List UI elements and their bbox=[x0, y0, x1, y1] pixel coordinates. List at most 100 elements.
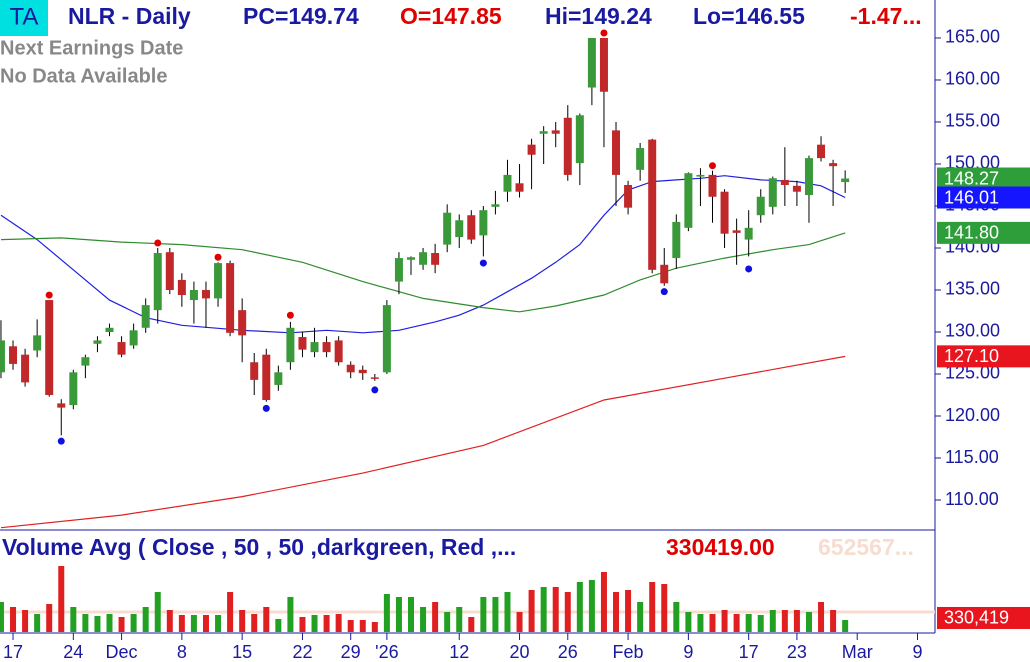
candle-body bbox=[768, 178, 777, 207]
x-tick-label: 9 bbox=[683, 642, 693, 662]
volume-bar bbox=[22, 609, 29, 632]
candle-body bbox=[274, 372, 283, 385]
candle-body bbox=[660, 264, 669, 284]
volume-bar bbox=[818, 601, 825, 632]
volume-bar bbox=[769, 609, 776, 632]
y-tick-label: 125.00 bbox=[945, 363, 1000, 383]
candle-body bbox=[780, 179, 789, 185]
volume-bar bbox=[420, 606, 427, 632]
candle-body bbox=[575, 115, 584, 164]
value-box-label: 146.01 bbox=[944, 187, 999, 207]
signal-dot bbox=[708, 162, 716, 170]
candle-body bbox=[238, 310, 247, 336]
y-tick-label: 130.00 bbox=[945, 321, 1000, 341]
volume-bar bbox=[227, 591, 234, 632]
volume-bar bbox=[383, 593, 390, 632]
header-change: -1.47... bbox=[850, 3, 922, 29]
volume-bar bbox=[709, 613, 716, 632]
candle-body bbox=[431, 253, 440, 265]
volume-bar bbox=[46, 603, 53, 632]
volume-bar bbox=[781, 609, 788, 632]
volume-bar bbox=[456, 606, 463, 632]
header-high: Hi=149.24 bbox=[545, 3, 652, 29]
volume-bar bbox=[215, 614, 222, 632]
candle-body bbox=[792, 185, 801, 192]
volume-bar bbox=[528, 589, 535, 632]
candle-body bbox=[612, 130, 621, 175]
x-tick-label: 26 bbox=[558, 642, 578, 662]
volume-bar bbox=[480, 596, 487, 632]
signal-dot bbox=[600, 29, 608, 37]
signal-dot bbox=[660, 288, 668, 296]
candle-body bbox=[841, 178, 850, 183]
volume-avg-text: 330419.00 bbox=[666, 534, 775, 560]
volume-bar bbox=[251, 613, 258, 632]
volume-bar bbox=[733, 613, 740, 632]
volume-bar bbox=[805, 611, 812, 632]
volume-bar bbox=[721, 609, 728, 632]
candle-body bbox=[491, 204, 500, 207]
volume-bar bbox=[552, 586, 559, 632]
volume-bar bbox=[0, 601, 4, 632]
candle-body bbox=[298, 337, 307, 350]
candle-body bbox=[720, 191, 729, 234]
volume-bar bbox=[239, 609, 246, 632]
volume-bar bbox=[371, 621, 378, 632]
signal-dot bbox=[154, 239, 162, 247]
candle-body bbox=[587, 37, 596, 88]
candle-body bbox=[756, 196, 765, 216]
candle-body bbox=[624, 184, 633, 208]
candle-body bbox=[322, 342, 331, 353]
badge-box bbox=[0, 0, 48, 36]
volume-bar bbox=[649, 581, 656, 632]
candle-body bbox=[153, 253, 162, 311]
x-tick-label: 15 bbox=[232, 642, 252, 662]
volume-bar bbox=[564, 591, 571, 632]
value-box bbox=[937, 606, 1030, 629]
volume-bar bbox=[793, 609, 800, 632]
x-tick-label: Mar bbox=[842, 642, 873, 662]
volume-bar bbox=[661, 583, 668, 632]
header-low: Lo=146.55 bbox=[693, 3, 805, 29]
volume-bar bbox=[118, 616, 125, 632]
candle-body bbox=[165, 252, 174, 290]
header-open: O=147.85 bbox=[400, 3, 502, 29]
y-tick-label: 135.00 bbox=[945, 279, 1000, 299]
candle-body bbox=[226, 263, 235, 333]
value-box-label: 330,419 bbox=[944, 608, 1009, 628]
volume-bar bbox=[395, 596, 402, 632]
chart-title: NLR - Daily bbox=[68, 3, 191, 29]
x-tick-label: 17 bbox=[739, 642, 759, 662]
x-tick-label: 17 bbox=[3, 642, 23, 662]
candle-body bbox=[443, 212, 452, 245]
candle-body bbox=[141, 305, 150, 328]
candle-body bbox=[33, 335, 42, 351]
volume-bar bbox=[335, 613, 342, 632]
candle-body bbox=[527, 144, 536, 155]
signal-dot bbox=[45, 291, 53, 299]
candle-body bbox=[93, 340, 102, 344]
y-tick-label: 155.00 bbox=[945, 111, 1000, 131]
volume-bar bbox=[432, 601, 439, 632]
volume-bar bbox=[588, 579, 595, 632]
y-tick-label: 165.00 bbox=[945, 27, 1000, 47]
x-tick-label: 8 bbox=[177, 642, 187, 662]
moving-average bbox=[0, 232, 846, 313]
candle-body bbox=[21, 354, 30, 383]
signal-dot bbox=[745, 265, 753, 273]
volume-bar bbox=[842, 619, 849, 632]
volume-bar bbox=[492, 596, 499, 632]
candle-body bbox=[346, 364, 355, 373]
candle-body bbox=[0, 340, 5, 373]
volume-faded-text: 652567... bbox=[818, 534, 914, 560]
x-tick-label: 24 bbox=[63, 642, 83, 662]
x-tick-label: 22 bbox=[292, 642, 312, 662]
candle-body bbox=[334, 340, 343, 363]
candle-body bbox=[9, 346, 18, 364]
volume-bar bbox=[130, 613, 137, 632]
volume-bar bbox=[625, 589, 632, 632]
candle-body bbox=[515, 183, 524, 192]
candle-body bbox=[708, 174, 717, 197]
candle-body bbox=[648, 139, 657, 270]
volume-bar bbox=[82, 613, 89, 632]
